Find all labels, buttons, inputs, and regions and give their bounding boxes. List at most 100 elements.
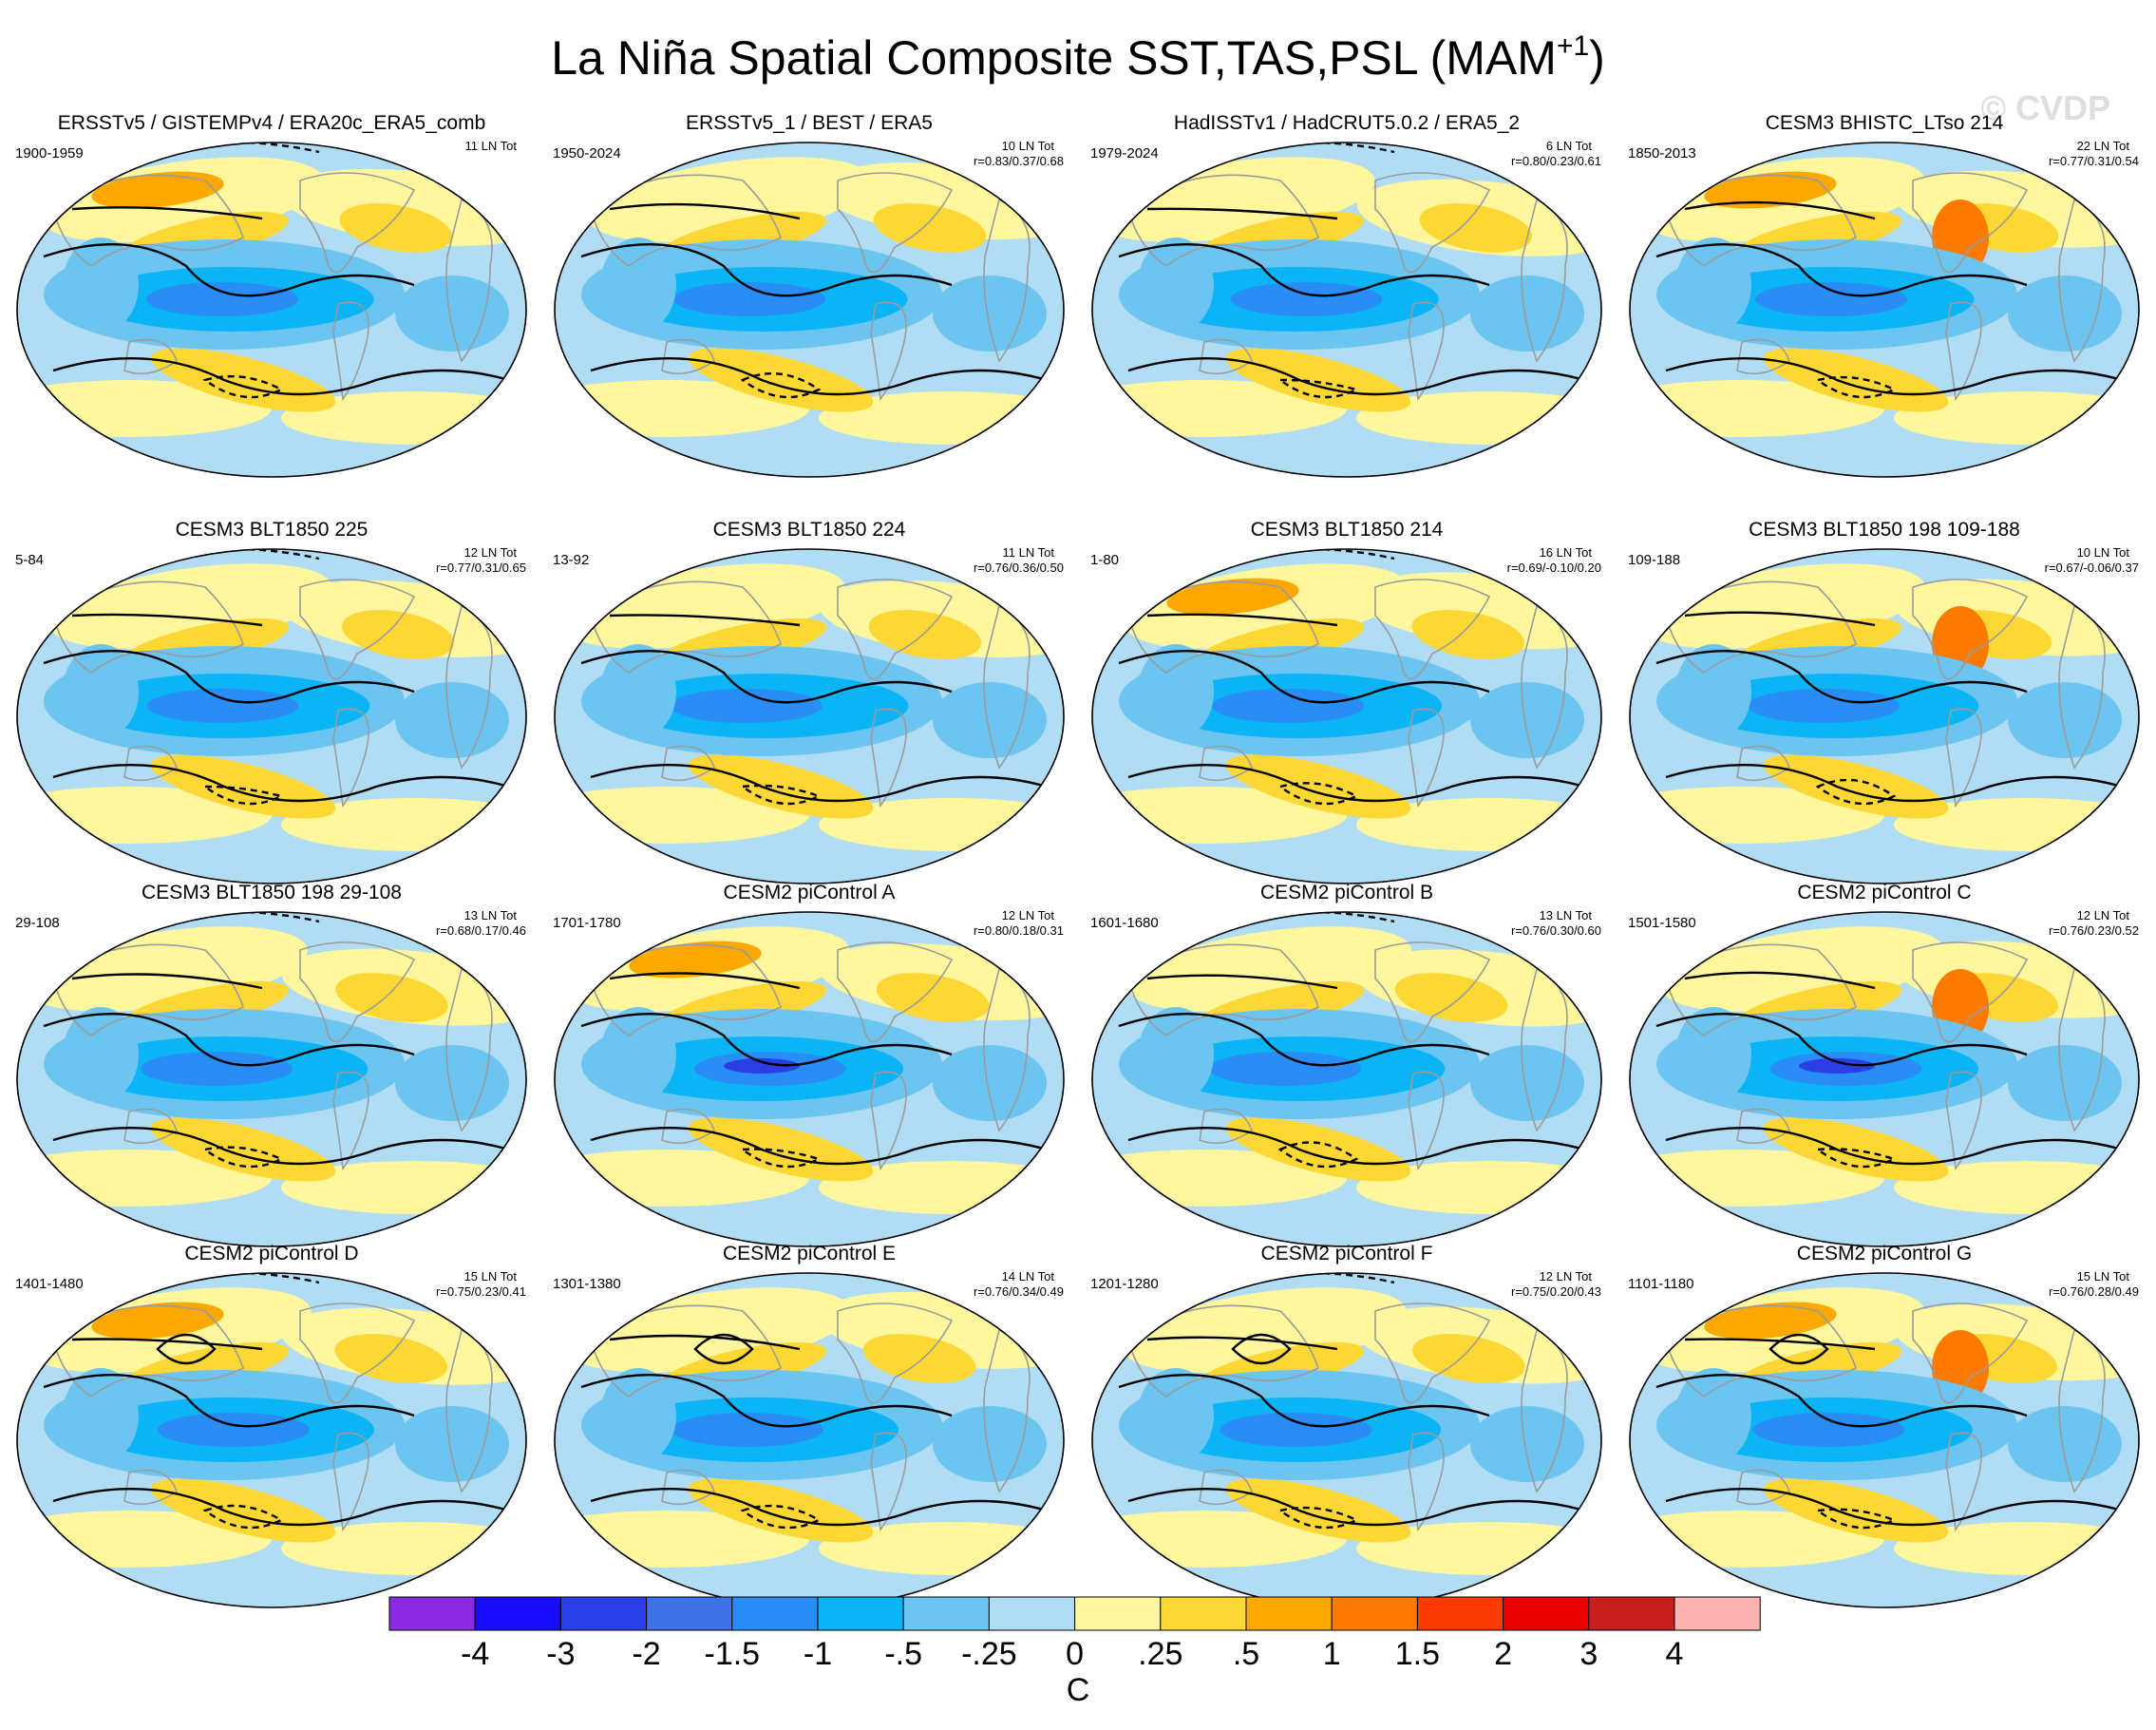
colorbar-swatch (1416, 1596, 1504, 1631)
map-field (1092, 549, 1601, 884)
panel-pattern-correlation: r=0.67/-0.06/0.37 (2045, 561, 2139, 575)
colorbar-swatch (1331, 1596, 1418, 1631)
panel-title: CESM3 BLT1850 224 (713, 519, 906, 541)
map-panel: CESM3 BLT1850 225 5-84 12 LN Totr=0.77/0.3… (15, 519, 527, 884)
map-panel: CESM3 BHISTC_LTso 214 1850-2013 22 LN Totr… (1628, 112, 2140, 478)
panel-pattern-correlation: r=0.75/0.20/0.43 (1511, 1284, 1601, 1299)
panel-pattern-correlation: r=0.77/0.31/0.65 (436, 561, 526, 575)
colorbar-tick-label: 1 (1323, 1636, 1341, 1672)
panel-event-count: 10 LN Tot (1002, 139, 1055, 153)
colorbar-swatch (1674, 1596, 1761, 1631)
map-panel: CESM2 piControl F 1201-1280 12 LN Totr=0.7… (1090, 1243, 1602, 1608)
panel-pattern-correlation: r=0.76/0.36/0.50 (974, 561, 1064, 575)
panel-title: CESM2 piControl G (1797, 1243, 1972, 1264)
figure-title-main: La Niña Spatial Composite SST,TAS,PSL (M… (551, 31, 1557, 85)
panel-event-count: 11 LN Tot (465, 139, 518, 153)
colorbar-swatch (388, 1596, 476, 1631)
map-field (555, 143, 1064, 477)
map-panel: CESM3 BLT1850 198 29-108 29-108 13 LN Totr… (15, 882, 527, 1247)
panel-event-count: 13 LN Tot (464, 908, 518, 922)
colorbar-unit-label: C (1067, 1672, 1090, 1708)
panel-years: 109-188 (1628, 552, 1680, 568)
panel-years: 1-80 (1090, 552, 1119, 568)
panel-pattern-correlation: r=0.83/0.37/0.68 (974, 154, 1064, 168)
colorbar-swatch (1245, 1596, 1333, 1631)
map-field (1630, 1273, 2139, 1607)
map-field (1092, 143, 1601, 477)
panel-event-count: 12 LN Tot (464, 545, 518, 560)
panel-event-count: 15 LN Tot (464, 1269, 518, 1283)
colorbar-tick-label: -1.5 (705, 1636, 761, 1672)
colorbar-swatch (1074, 1596, 1162, 1631)
map-panel: ERSSTv5 / GISTEMPv4 / ERA20c_ERA5_comb 19… (15, 112, 527, 478)
map-field (1630, 912, 2139, 1246)
panel-event-count: 13 LN Tot (1540, 908, 1593, 922)
panel-title: CESM2 piControl A (724, 882, 896, 903)
panel-event-count: 10 LN Tot (2077, 545, 2130, 560)
panel-title: ERSSTv5 / GISTEMPv4 / ERA20c_ERA5_comb (58, 112, 486, 134)
colorbar-tick-label: 1.5 (1395, 1636, 1440, 1672)
panel-event-count: 22 LN Tot (2077, 139, 2130, 153)
panel-years: 1601-1680 (1090, 915, 1159, 931)
map-field (555, 912, 1064, 1246)
panel-title: CESM2 piControl C (1797, 882, 1971, 903)
panel-pattern-correlation: r=0.80/0.23/0.61 (1511, 154, 1601, 168)
map-panel: CESM3 BLT1850 224 13-92 11 LN Totr=0.76/0.… (553, 519, 1065, 884)
colorbar-swatch (646, 1596, 733, 1631)
map-panel: CESM3 BLT1850 198 109-188 109-188 10 LN To… (1628, 519, 2140, 884)
colorbar-swatch (474, 1596, 561, 1631)
panel-years: 1701-1780 (553, 915, 621, 931)
panel-title: CESM2 piControl F (1261, 1243, 1433, 1264)
panel-event-count: 12 LN Tot (1002, 908, 1055, 922)
map-panel: CESM2 piControl G 1101-1180 15 LN Totr=0.7… (1628, 1243, 2140, 1608)
panel-event-count: 16 LN Tot (1540, 545, 1593, 560)
colorbar-tick-label: -1 (804, 1636, 832, 1672)
panel-years: 1201-1280 (1090, 1276, 1159, 1292)
map-panel: CESM3 BLT1850 214 1-80 16 LN Totr=0.69/-0.… (1090, 519, 1602, 884)
map-panel: CESM2 piControl A 1701-1780 12 LN Totr=0.8… (553, 882, 1065, 1247)
map-field (17, 143, 526, 477)
panel-title: CESM2 piControl E (723, 1243, 896, 1264)
figure-title: La Niña Spatial Composite SST,TAS,PSL (M… (551, 30, 1605, 85)
map-field (17, 912, 526, 1246)
map-field (555, 549, 1064, 884)
panel-title: CESM3 BLT1850 225 (176, 519, 369, 541)
panel-event-count: 15 LN Tot (2077, 1269, 2130, 1283)
panel-pattern-correlation: r=0.75/0.23/0.41 (436, 1284, 526, 1299)
map-field (1092, 912, 1601, 1246)
map-panel: ERSSTv5_1 / BEST / ERA5 1950-2024 10 LN To… (553, 112, 1065, 478)
panel-years: 1501-1580 (1628, 915, 1696, 931)
colorbar-tick-label: -4 (461, 1636, 489, 1672)
panel-years: 1900-1959 (15, 145, 84, 162)
figure-title-superscript: +1 (1557, 30, 1589, 62)
panel-title: ERSSTv5_1 / BEST / ERA5 (686, 112, 933, 134)
colorbar-tick-label: 2 (1494, 1636, 1512, 1672)
map-field (1092, 1273, 1601, 1607)
panel-title: CESM2 piControl D (184, 1243, 358, 1264)
colorbar-swatch (902, 1596, 990, 1631)
map-field (1630, 549, 2139, 884)
panel-years: 1950-2024 (553, 145, 621, 162)
panel-pattern-correlation: r=0.76/0.23/0.52 (2049, 923, 2139, 938)
map-panel: CESM2 piControl D 1401-1480 15 LN Totr=0.7… (15, 1243, 527, 1608)
map-field (17, 1273, 526, 1607)
map-panel: HadISSTv1 / HadCRUT5.0.2 / ERA5_2 1979-20… (1090, 112, 1602, 478)
colorbar-tick-label: .5 (1233, 1636, 1259, 1672)
colorbar-tick-label: .25 (1138, 1636, 1182, 1672)
panel-title: CESM3 BLT1850 198 29-108 (142, 882, 402, 903)
panel-pattern-correlation: r=0.76/0.28/0.49 (2049, 1284, 2139, 1299)
panel-title: CESM3 BLT1850 198 109-188 (1749, 519, 2020, 541)
map-panel: CESM2 piControl B 1601-1680 13 LN Totr=0.7… (1090, 882, 1602, 1247)
colorbar-tick-label: 0 (1066, 1636, 1084, 1672)
map-field (1630, 143, 2139, 477)
panel-years: 13-92 (553, 552, 589, 568)
colorbar-swatch (1588, 1596, 1675, 1631)
colorbar-tick-label: -2 (632, 1636, 660, 1672)
colorbar-tick-label: -3 (546, 1636, 575, 1672)
watermark: © CVDP (1980, 88, 2110, 127)
panel-years: 1401-1480 (15, 1276, 84, 1292)
panel-years: 5-84 (15, 552, 44, 568)
panel-pattern-correlation: r=0.76/0.34/0.49 (974, 1284, 1064, 1299)
colorbar-swatch (731, 1596, 819, 1631)
colorbar-tick-label: -.25 (961, 1636, 1017, 1672)
